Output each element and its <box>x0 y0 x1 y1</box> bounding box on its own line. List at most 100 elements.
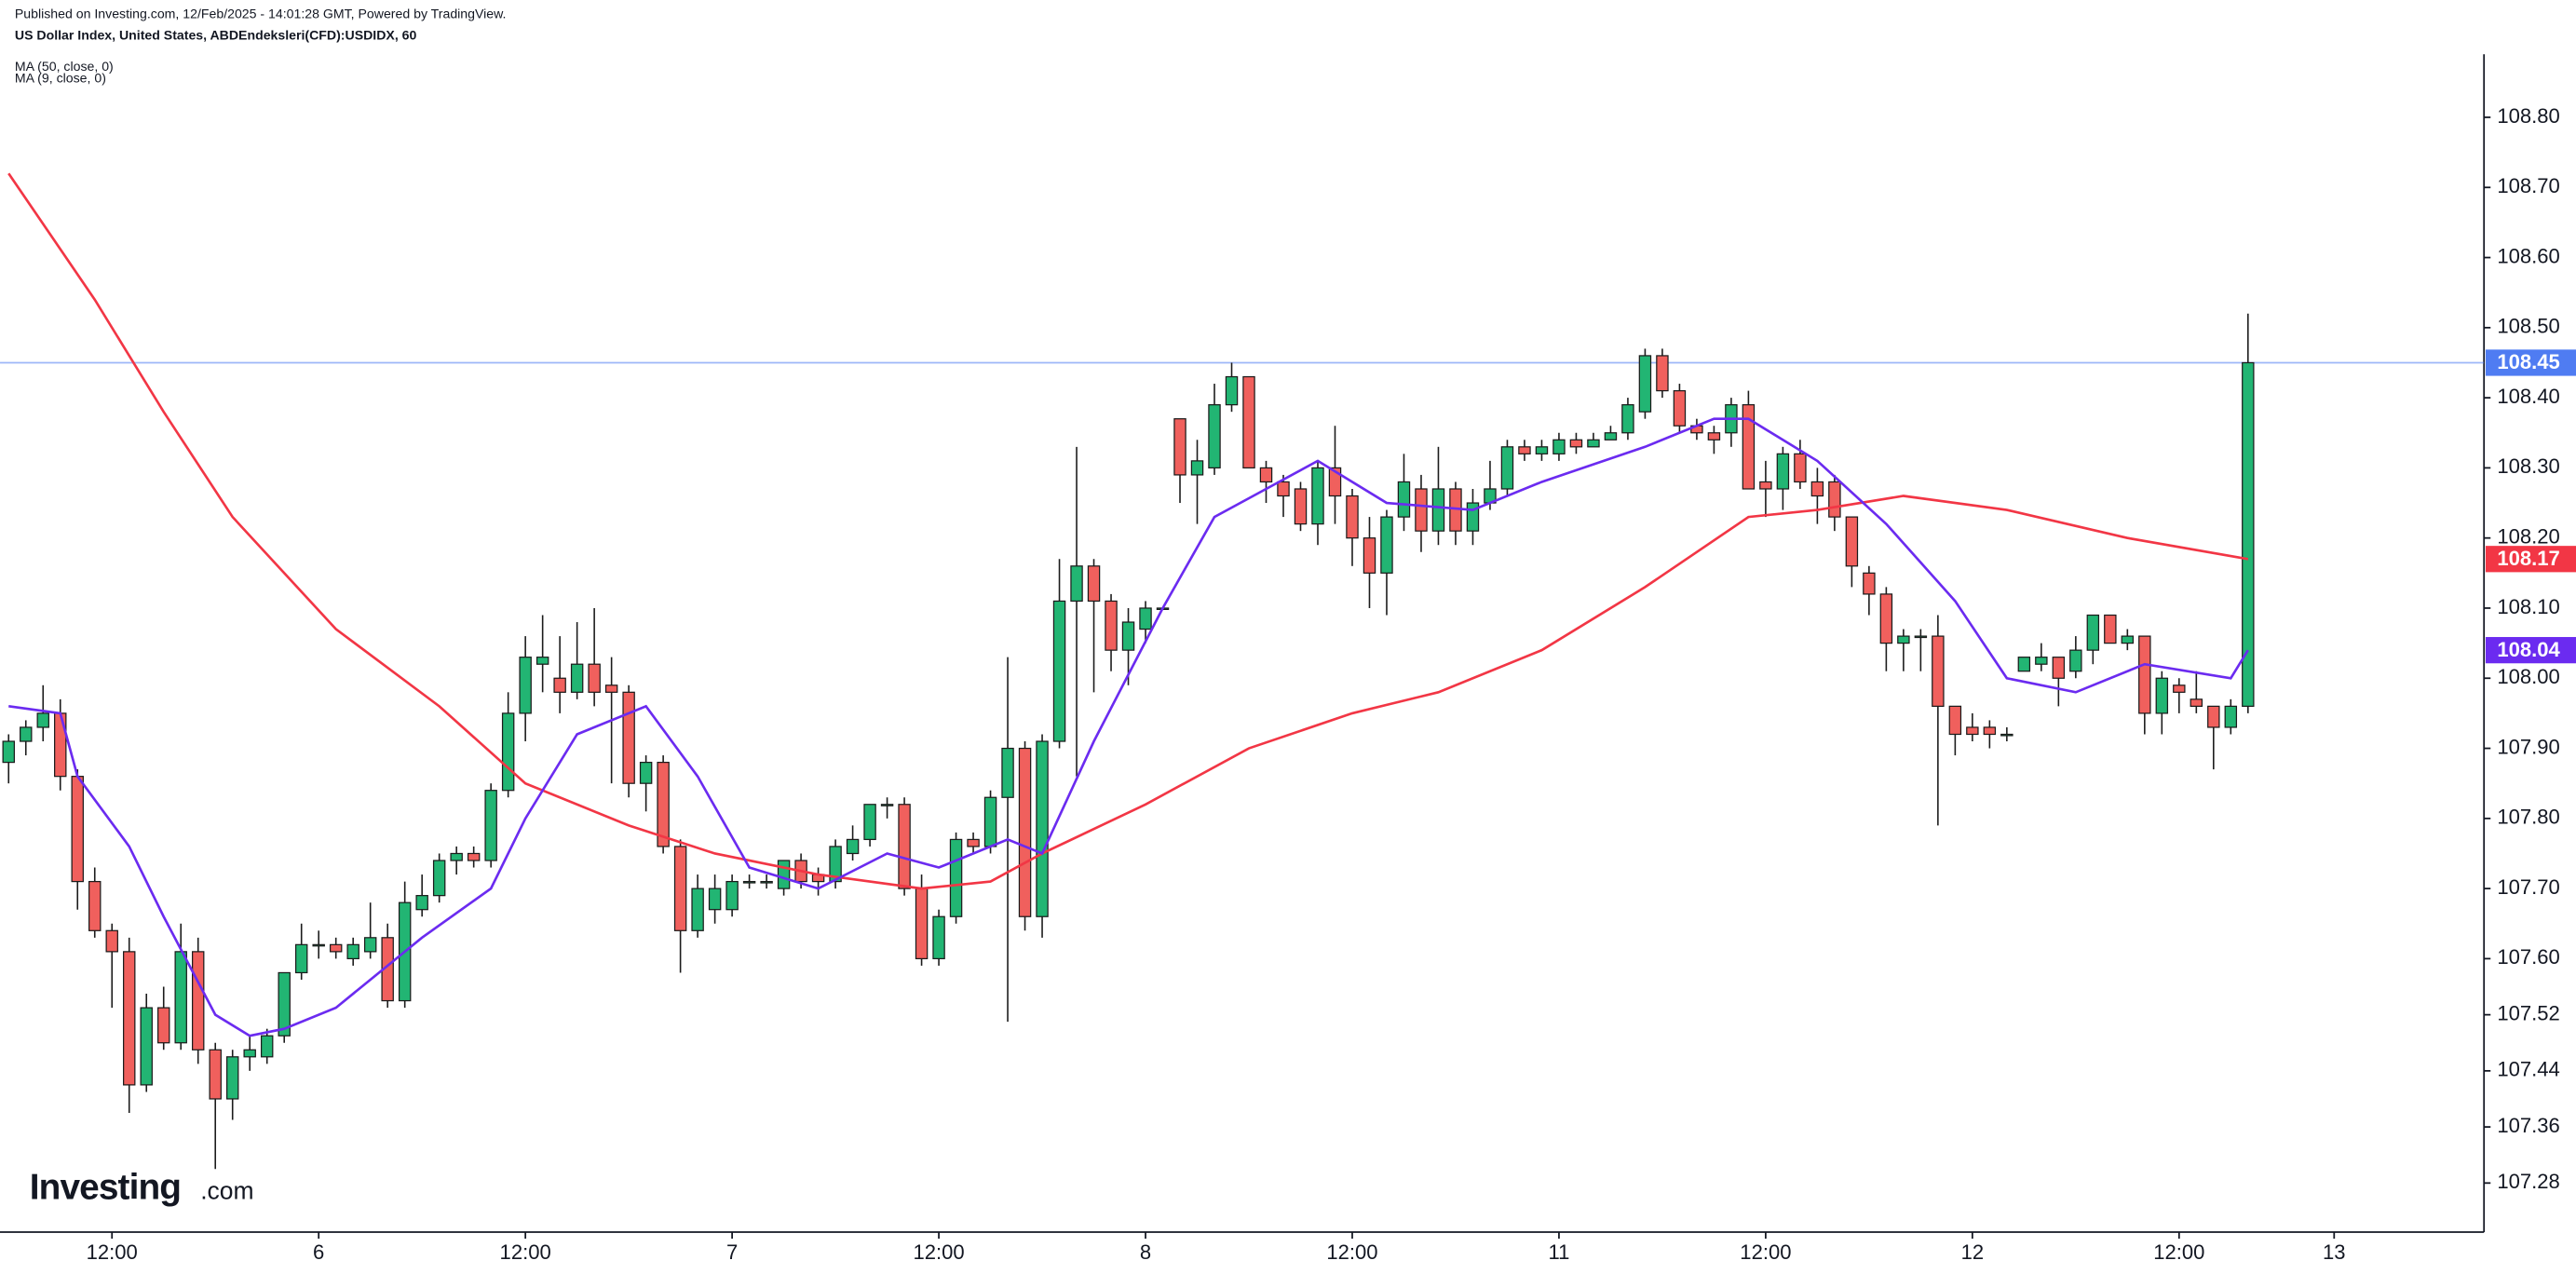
y-tick-label: 107.70 <box>2497 875 2559 899</box>
candle-body <box>863 804 876 841</box>
candle-body <box>2138 635 2151 714</box>
candle-body <box>2104 614 2117 644</box>
candle-body <box>105 929 118 953</box>
candle-body <box>467 852 481 861</box>
candle-body <box>846 838 860 855</box>
candle-body <box>174 951 187 1044</box>
x-tick-label: 8 <box>1140 1240 1151 1264</box>
candle-body <box>36 712 49 728</box>
candle-body <box>708 888 722 911</box>
y-tick-label: 107.90 <box>2497 735 2559 758</box>
x-tick-label: 6 <box>313 1240 324 1264</box>
candle-body <box>880 804 894 806</box>
candle-body <box>20 726 33 742</box>
candle-body <box>932 915 945 960</box>
logo-suffix: .com <box>200 1177 253 1205</box>
candle-body <box>1036 740 1049 917</box>
candle-body <box>742 880 756 884</box>
last-price-label: 108.45 <box>2497 350 2559 373</box>
candle-body <box>2086 614 2100 651</box>
candle-body <box>1363 537 1376 574</box>
candle-body <box>1121 621 1135 651</box>
y-tick-label: 108.70 <box>2497 174 2559 197</box>
candle-body <box>2069 649 2082 672</box>
candle-body <box>1173 418 1186 476</box>
x-tick-label: 12:00 <box>913 1240 964 1264</box>
candle-body <box>2017 657 2031 672</box>
candle-body <box>673 846 687 931</box>
ma-line <box>7 172 2249 890</box>
candle-body <box>88 880 102 931</box>
candle-body <box>1397 481 1411 518</box>
candle-body <box>209 1049 222 1100</box>
y-tick-label: 107.28 <box>2497 1170 2559 1193</box>
candle-body <box>1018 747 1032 917</box>
y-tick-label: 108.10 <box>2497 595 2559 618</box>
candle-body <box>2000 733 2013 737</box>
candle-body <box>1828 481 1841 518</box>
x-tick-label: 7 <box>726 1240 738 1264</box>
candle-body <box>1638 355 1652 413</box>
x-tick-label: 12:00 <box>87 1240 138 1264</box>
candle-body <box>243 1049 256 1058</box>
publish-note: Published on Investing.com, 12/Feb/2025 … <box>15 7 507 21</box>
candle-body <box>484 790 497 861</box>
candle-body <box>1518 446 1531 454</box>
candle-body <box>312 943 325 947</box>
candle-body <box>432 860 446 897</box>
candle-body <box>1415 488 1428 532</box>
chart-title: US Dollar Index, United States, ABDEndek… <box>15 28 417 43</box>
candle-body <box>1500 446 1514 490</box>
y-tick-label: 108.20 <box>2497 525 2559 549</box>
ma-value-label: 108.17 <box>2497 547 2559 570</box>
candle-body <box>260 1035 274 1058</box>
candle-body <box>760 880 773 884</box>
candle-body <box>71 776 84 883</box>
candle-body <box>1001 747 1014 798</box>
candle-body <box>1656 355 1669 392</box>
candle-body <box>1070 565 1083 603</box>
legend-entry: MA (50, close, 0) <box>15 59 114 74</box>
candle-body <box>777 860 791 889</box>
candle-body <box>1621 404 1634 434</box>
legend-entry: MA (9, close, 0) <box>15 70 106 85</box>
candle-body <box>1294 488 1308 525</box>
candle-body <box>1259 467 1273 483</box>
candle-body <box>123 951 136 1086</box>
candle-body <box>1190 460 1204 476</box>
candle-body <box>1105 600 1118 651</box>
y-tick-label: 107.60 <box>2497 945 2559 969</box>
candle-body <box>54 712 67 778</box>
ma-value-label-box <box>2485 637 2576 664</box>
candle-body <box>2224 705 2238 728</box>
y-tick-label: 108.00 <box>2497 665 2559 688</box>
candle-body <box>2190 698 2203 707</box>
candle-body <box>949 838 963 917</box>
candle-body <box>2242 361 2255 707</box>
y-tick-label: 108.30 <box>2497 454 2559 478</box>
plot <box>0 172 2485 1170</box>
candle-body <box>2121 635 2135 644</box>
candle-body <box>415 895 428 911</box>
y-tick-label: 107.36 <box>2497 1114 2559 1137</box>
candle-body <box>519 657 532 714</box>
candle-body <box>1587 439 1600 448</box>
y-tick-label: 108.50 <box>2497 315 2559 338</box>
candle-body <box>1742 404 1756 490</box>
candle-body <box>622 691 635 784</box>
candle-body <box>346 943 359 960</box>
candle-body <box>1759 481 1772 490</box>
candle-body <box>329 943 343 953</box>
candle-body <box>1535 446 1549 454</box>
candle-body <box>570 663 584 693</box>
candle-body <box>1311 467 1324 525</box>
candle-body <box>2173 684 2186 693</box>
candle-body <box>604 684 618 693</box>
candle-body <box>1932 635 1945 707</box>
candle-body <box>450 852 463 861</box>
candle-body <box>2207 705 2220 728</box>
candle-body <box>1052 600 1066 742</box>
x-tick-label: 12:00 <box>500 1240 551 1264</box>
candle-body <box>536 657 549 665</box>
candle-body <box>501 712 515 792</box>
